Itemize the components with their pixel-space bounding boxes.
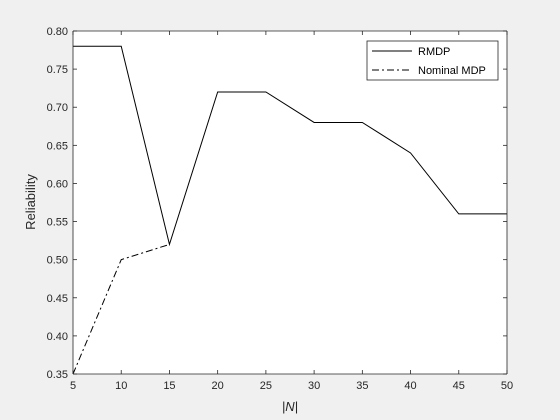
y-tick-label: 0.45 — [47, 293, 68, 305]
plot-area — [73, 31, 507, 374]
x-tick-label: 5 — [70, 380, 76, 392]
x-tick-label: 45 — [453, 380, 465, 392]
y-tick-label: 0.80 — [47, 26, 68, 38]
y-axis-title: Reliability — [23, 174, 38, 230]
axes-layer — [72, 30, 508, 375]
y-tick-label: 0.65 — [47, 140, 68, 152]
x-tick-label: 40 — [404, 380, 416, 392]
x-tick-label: 25 — [260, 380, 272, 392]
y-tick-label: 0.75 — [47, 64, 68, 76]
y-tick-label: 0.60 — [47, 178, 68, 190]
legend-box — [366, 40, 499, 81]
series-line-nominal-mdp — [72, 243, 170, 375]
legend: RMDP Nominal MDP — [366, 40, 499, 81]
x-tick-label: 10 — [115, 380, 127, 392]
y-tick-label: 0.35 — [47, 369, 68, 381]
y-tick-label: 0.40 — [47, 331, 68, 343]
x-tick-label: 15 — [163, 380, 175, 392]
legend-label-nominal-mdp: Nominal MDP — [418, 65, 486, 77]
series-line-rmdp — [73, 45, 507, 247]
y-tick-label: 0.70 — [47, 102, 68, 114]
x-tick-label: 35 — [356, 380, 368, 392]
y-tick-label: 0.55 — [47, 217, 68, 229]
x-axis-title: |N| — [282, 399, 298, 414]
legend-label-rmdp: RMDP — [418, 46, 450, 58]
y-tick-label: 0.50 — [47, 255, 68, 267]
ticks-layer: 5 10 15 20 25 30 35 40 45 50 0.35 0.40 0.45 0.50 0.55 0… — [47, 26, 514, 392]
x-tick-label: 50 — [501, 380, 513, 392]
series-layer — [72, 45, 507, 375]
x-tick-label: 30 — [308, 380, 320, 392]
x-tick-label: 20 — [212, 380, 224, 392]
